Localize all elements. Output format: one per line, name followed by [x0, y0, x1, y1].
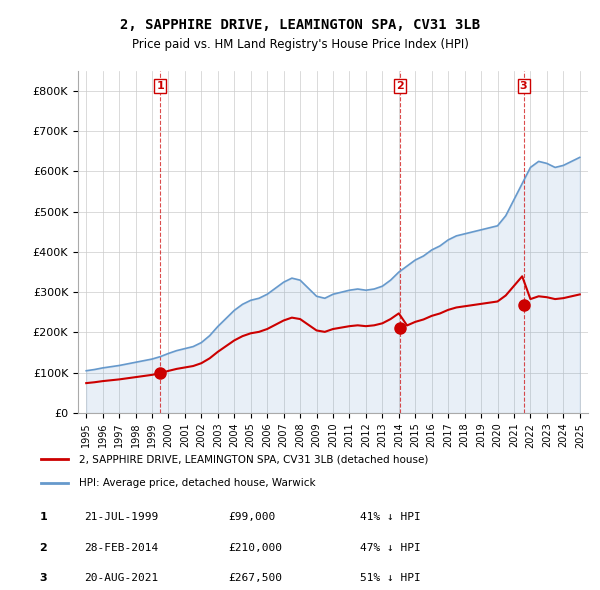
Text: £267,500: £267,500: [228, 573, 282, 583]
Text: 2: 2: [40, 543, 47, 552]
Text: Price paid vs. HM Land Registry's House Price Index (HPI): Price paid vs. HM Land Registry's House …: [131, 38, 469, 51]
Text: 41% ↓ HPI: 41% ↓ HPI: [360, 512, 421, 522]
Text: 2, SAPPHIRE DRIVE, LEAMINGTON SPA, CV31 3LB: 2, SAPPHIRE DRIVE, LEAMINGTON SPA, CV31 …: [120, 18, 480, 32]
Text: HPI: Average price, detached house, Warwick: HPI: Average price, detached house, Warw…: [79, 478, 315, 488]
Text: 21-JUL-1999: 21-JUL-1999: [84, 512, 158, 522]
Text: 2: 2: [397, 81, 404, 91]
Text: 1: 1: [40, 512, 47, 522]
Text: 2, SAPPHIRE DRIVE, LEAMINGTON SPA, CV31 3LB (detached house): 2, SAPPHIRE DRIVE, LEAMINGTON SPA, CV31 …: [79, 454, 428, 464]
Text: £99,000: £99,000: [228, 512, 275, 522]
Text: 51% ↓ HPI: 51% ↓ HPI: [360, 573, 421, 583]
Text: 3: 3: [40, 573, 47, 583]
Text: 3: 3: [520, 81, 527, 91]
Text: 47% ↓ HPI: 47% ↓ HPI: [360, 543, 421, 552]
Text: 20-AUG-2021: 20-AUG-2021: [84, 573, 158, 583]
Text: 1: 1: [157, 81, 164, 91]
Text: 28-FEB-2014: 28-FEB-2014: [84, 543, 158, 552]
Text: £210,000: £210,000: [228, 543, 282, 552]
